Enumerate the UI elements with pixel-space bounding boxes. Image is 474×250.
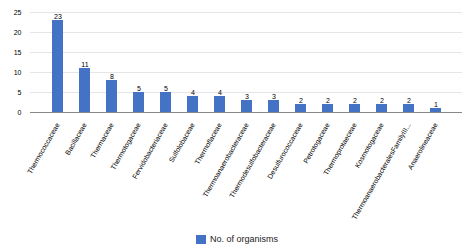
svg-text:0: 0 [18,109,22,116]
svg-text:5: 5 [137,85,141,92]
svg-text:ThermoanaerobacteralesFamilyII: ThermoanaerobacteralesFamilyIII... [350,122,412,222]
svg-text:Thermococcaceae: Thermococcaceae [26,122,61,175]
svg-text:Kosmotogaceae: Kosmotogaceae [353,122,385,170]
svg-text:Thermoprotaeceae: Thermoprotaeceae [322,122,359,177]
svg-text:4: 4 [218,89,222,96]
svg-text:5: 5 [164,85,168,92]
svg-text:15: 15 [14,49,22,56]
svg-text:Desulfurococcaceae: Desulfurococcaceae [266,122,304,181]
svg-text:Thermotogaceae: Thermotogaceae [109,121,142,171]
svg-text:2: 2 [407,97,411,104]
svg-text:1: 1 [434,101,438,108]
svg-text:4: 4 [191,89,195,96]
svg-text:25: 25 [14,9,22,16]
svg-text:2: 2 [380,97,384,104]
html-text:No. of organisms: No. of organisms [210,234,278,244]
svg-text:3: 3 [272,93,276,100]
svg-text:Thermodesulfobacteraceae: Thermodesulfobacteraceae [228,122,277,199]
svg-text:5: 5 [18,89,22,96]
svg-text:Thermoflaceae: Thermoflaceae [193,122,222,166]
svg-text:8: 8 [110,73,114,80]
svg-text:Thermaceae: Thermaceae [89,122,115,160]
svg-text:Sulfolobaceae: Sulfolobaceae [168,122,196,164]
svg-text:2: 2 [299,97,303,104]
svg-text:10: 10 [14,69,22,76]
svg-text:2: 2 [353,97,357,104]
svg-text:Anaerolineaceae: Anaerolineaceae [406,122,438,171]
svg-text:20: 20 [14,29,22,36]
svg-text:Fervidobacteriaceae: Fervidobacteriaceae [131,122,169,181]
svg-text:11: 11 [81,61,88,68]
svg-text:Bacillaceae: Bacillaceae [64,122,88,157]
svg-text:Petrotogaceae: Petrotogaceae [302,122,332,166]
svg-text:3: 3 [245,93,249,100]
svg-text:2: 2 [326,97,330,104]
svg-text:Thermoanaerobacteraceae: Thermoanaerobacteraceae [202,122,250,199]
svg-text:23: 23 [54,13,62,20]
